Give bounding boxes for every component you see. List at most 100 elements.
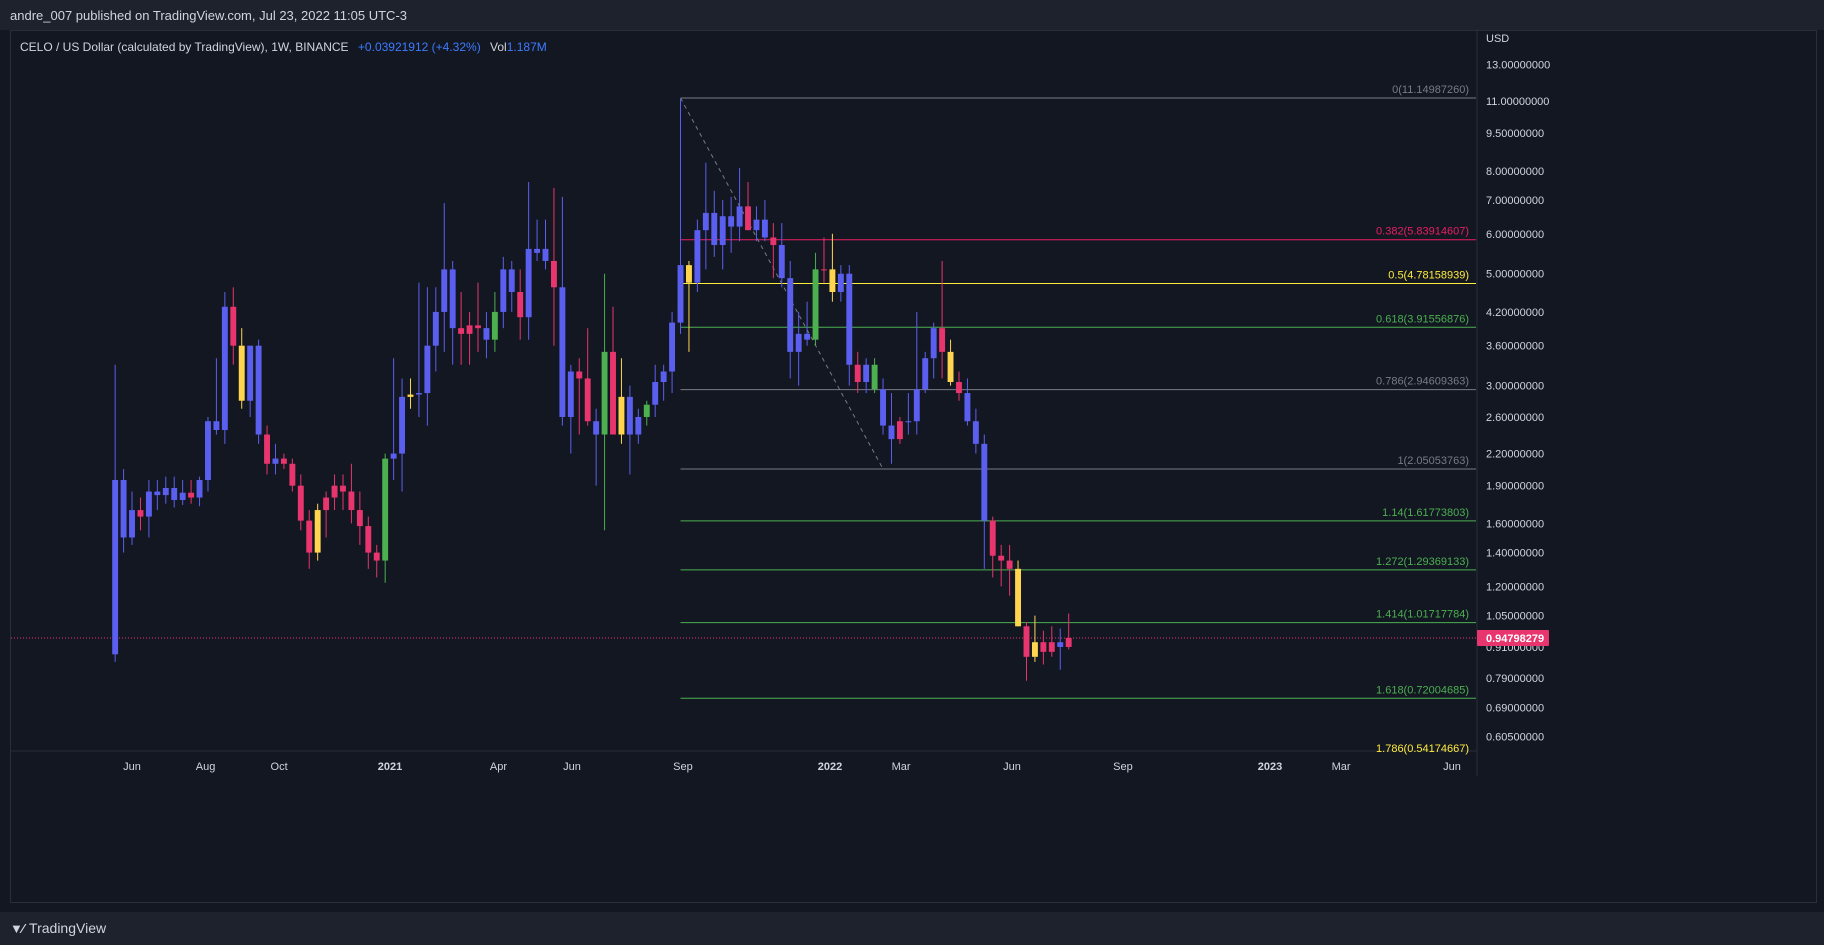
- x-tick-label: Jun: [563, 761, 581, 773]
- candle-body: [669, 322, 676, 372]
- candle-body: [213, 421, 220, 430]
- y-tick-label: 2.60000000: [1486, 412, 1544, 424]
- candle-body: [559, 287, 566, 417]
- candle-body: [247, 345, 254, 401]
- candle-body: [728, 216, 735, 227]
- candle-body: [137, 510, 144, 517]
- candle-body: [432, 311, 439, 346]
- candle-body: [1057, 642, 1064, 647]
- tradingview-logo[interactable]: ▼⁄ TradingView: [10, 920, 106, 936]
- y-tick-label: 2.20000000: [1486, 449, 1544, 461]
- candle-body: [770, 237, 777, 246]
- candle-body: [120, 480, 127, 538]
- candle-body: [939, 328, 946, 352]
- symbol-description: CELO / US Dollar (calculated by TradingV…: [20, 40, 349, 54]
- candle-body: [736, 206, 743, 227]
- candle-body: [812, 269, 819, 340]
- candle-body: [188, 492, 195, 498]
- candle-body: [972, 421, 979, 444]
- candle-body: [686, 265, 692, 283]
- candle-body: [795, 333, 802, 352]
- y-tick-label: 1.60000000: [1486, 518, 1544, 530]
- candle-body: [534, 248, 541, 253]
- fib-level-label: 0.618(3.91556876): [1376, 313, 1469, 325]
- candle-body: [1048, 642, 1055, 652]
- fib-level-label: 0(11.14987260): [1392, 84, 1469, 96]
- candle-body: [508, 269, 515, 292]
- x-tick-label: Jun: [123, 761, 141, 773]
- fib-level-label: 1.14(1.61773803): [1382, 507, 1469, 519]
- candle-body: [930, 328, 937, 359]
- candle-body: [1040, 642, 1047, 652]
- publish-header: andre_007 published on TradingView.com, …: [0, 0, 1824, 30]
- candle-body: [626, 396, 633, 435]
- candle-body: [610, 351, 616, 435]
- tradingview-logo-icon: ▼⁄: [10, 920, 24, 936]
- candle-body: [491, 311, 498, 340]
- candle-body: [888, 425, 895, 440]
- candle-body: [449, 269, 456, 329]
- y-tick-label: 5.00000000: [1486, 269, 1544, 281]
- candle-body: [500, 269, 507, 312]
- fib-level-label: 0.5(4.78158939): [1388, 270, 1469, 282]
- candle-body: [584, 378, 591, 422]
- candle-body: [837, 273, 844, 292]
- fib-level-label: 0.786(2.94609363): [1376, 376, 1469, 388]
- candle-body: [255, 345, 262, 435]
- volume-label: Vol: [490, 40, 507, 54]
- x-tick-label: Sep: [1113, 761, 1133, 773]
- candle-body: [171, 488, 178, 500]
- candle-body: [846, 273, 853, 365]
- candle-body: [331, 485, 338, 498]
- y-tick-label: 1.90000000: [1486, 481, 1544, 493]
- candle-body: [145, 491, 152, 517]
- y-tick-label: 6.00000000: [1486, 229, 1544, 241]
- candle-body: [829, 269, 836, 292]
- volume-value: 1.187M: [506, 40, 547, 54]
- y-tick-label: 1.40000000: [1486, 548, 1544, 560]
- fib-level-label: 1.272(1.29369133): [1376, 556, 1469, 568]
- footer-bar: [0, 912, 1824, 945]
- candle-body: [475, 325, 481, 329]
- candle-body: [297, 485, 304, 521]
- candle-body: [424, 345, 431, 394]
- publish-info: andre_007 published on TradingView.com, …: [10, 8, 408, 23]
- candle-body: [112, 480, 119, 655]
- candle-body: [753, 219, 760, 231]
- candle-body: [947, 351, 954, 383]
- candle-body: [593, 421, 600, 435]
- candle-body: [804, 333, 811, 340]
- y-tick-label: 9.50000000: [1486, 128, 1544, 140]
- last-price-value: 0.94798279: [1486, 633, 1544, 645]
- x-tick-label: Mar: [892, 761, 911, 773]
- candle-body: [854, 364, 861, 383]
- candle-body: [373, 552, 380, 561]
- y-tick-label: 3.60000000: [1486, 341, 1544, 353]
- candle-body: [618, 396, 625, 435]
- candle-body: [517, 291, 524, 318]
- candle-body: [922, 358, 929, 390]
- candle-body: [314, 510, 321, 553]
- candle-body: [306, 520, 313, 553]
- fib-level-label: 1.414(1.01717784): [1376, 609, 1469, 621]
- x-tick-label: 2022: [818, 761, 842, 773]
- y-tick-label: 0.79000000: [1486, 673, 1544, 685]
- candle-body: [525, 248, 532, 318]
- candle-body: [162, 488, 169, 496]
- candle-body: [702, 212, 709, 231]
- candle-body: [787, 278, 794, 352]
- y-tick-label: 1.05000000: [1486, 611, 1544, 623]
- candle-body: [1015, 568, 1022, 627]
- candle-body: [280, 458, 287, 464]
- candle-body: [981, 443, 988, 521]
- candle-body: [652, 382, 659, 405]
- candle-body: [871, 364, 878, 390]
- currency-label: USD: [1486, 33, 1509, 45]
- candle-body: [745, 206, 751, 231]
- y-tick-label: 0.69000000: [1486, 703, 1544, 715]
- candle-body: [913, 389, 920, 422]
- candle-body: [880, 389, 886, 426]
- candle-body: [1023, 626, 1030, 657]
- candle-body: [390, 453, 397, 459]
